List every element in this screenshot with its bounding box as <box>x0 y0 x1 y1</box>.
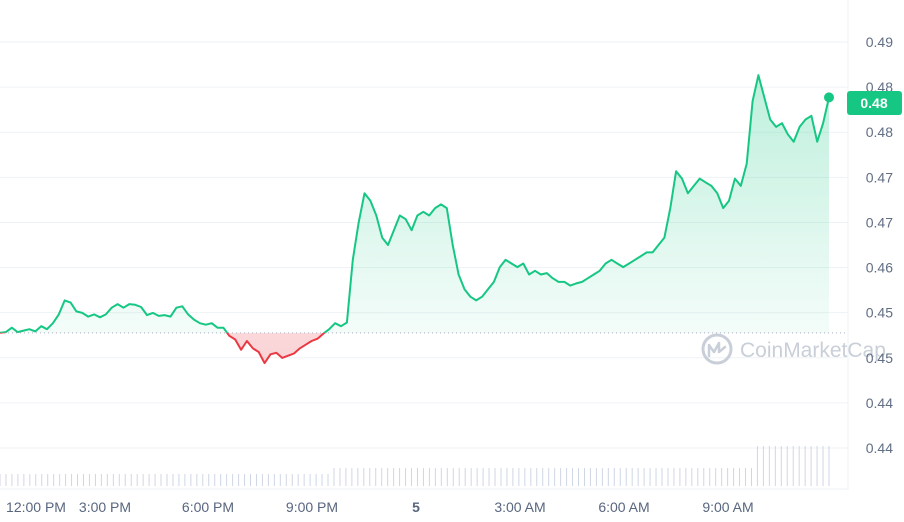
y-tick-label: 0.49 <box>866 34 893 50</box>
x-tick-label: 9:00 AM <box>702 499 753 515</box>
y-tick-label: 0.44 <box>866 395 893 411</box>
volume-bars <box>0 446 830 486</box>
area-above-baseline <box>0 75 829 333</box>
y-tick-label: 0.46 <box>866 260 893 276</box>
x-tick-label: 5 <box>412 499 420 515</box>
x-tick-label: 3:00 PM <box>79 499 131 515</box>
x-axis-labels: 12:00 PM 3:00 PM 6:00 PM 9:00 PM 5 3:00 AM 6:0… <box>6 499 754 515</box>
last-price-dot <box>824 92 834 103</box>
price-line-up <box>0 74 830 333</box>
coinmarketcap-watermark: CoinMarketCap <box>701 333 886 365</box>
coinmarketcap-logo-icon <box>701 333 733 365</box>
current-price-tag-text: 0.48 <box>860 95 887 111</box>
y-tick-label: 0.47 <box>866 169 893 185</box>
current-price-tag <box>847 91 902 115</box>
x-tick-label: 9:00 PM <box>286 499 338 515</box>
y-tick-label: 0.47 <box>866 214 893 230</box>
y-axis-labels: 0.490.480.480.470.470.460.450.450.440.44 <box>866 34 893 456</box>
x-tick-label: 6:00 PM <box>182 499 234 515</box>
y-tick-label: 0.44 <box>866 440 893 456</box>
x-tick-label: 12:00 PM <box>6 499 66 515</box>
x-tick-label: 6:00 AM <box>598 499 649 515</box>
price-line <box>0 74 830 365</box>
y-tick-label: 0.45 <box>866 305 893 321</box>
x-tick-label: 3:00 AM <box>494 499 545 515</box>
price-area <box>0 75 829 364</box>
current-price-marker: 0.48 <box>824 91 902 115</box>
watermark-text: CoinMarketCap <box>740 339 886 362</box>
y-tick-label: 0.48 <box>866 124 893 140</box>
y-tick-label: 0.45 <box>866 350 893 366</box>
